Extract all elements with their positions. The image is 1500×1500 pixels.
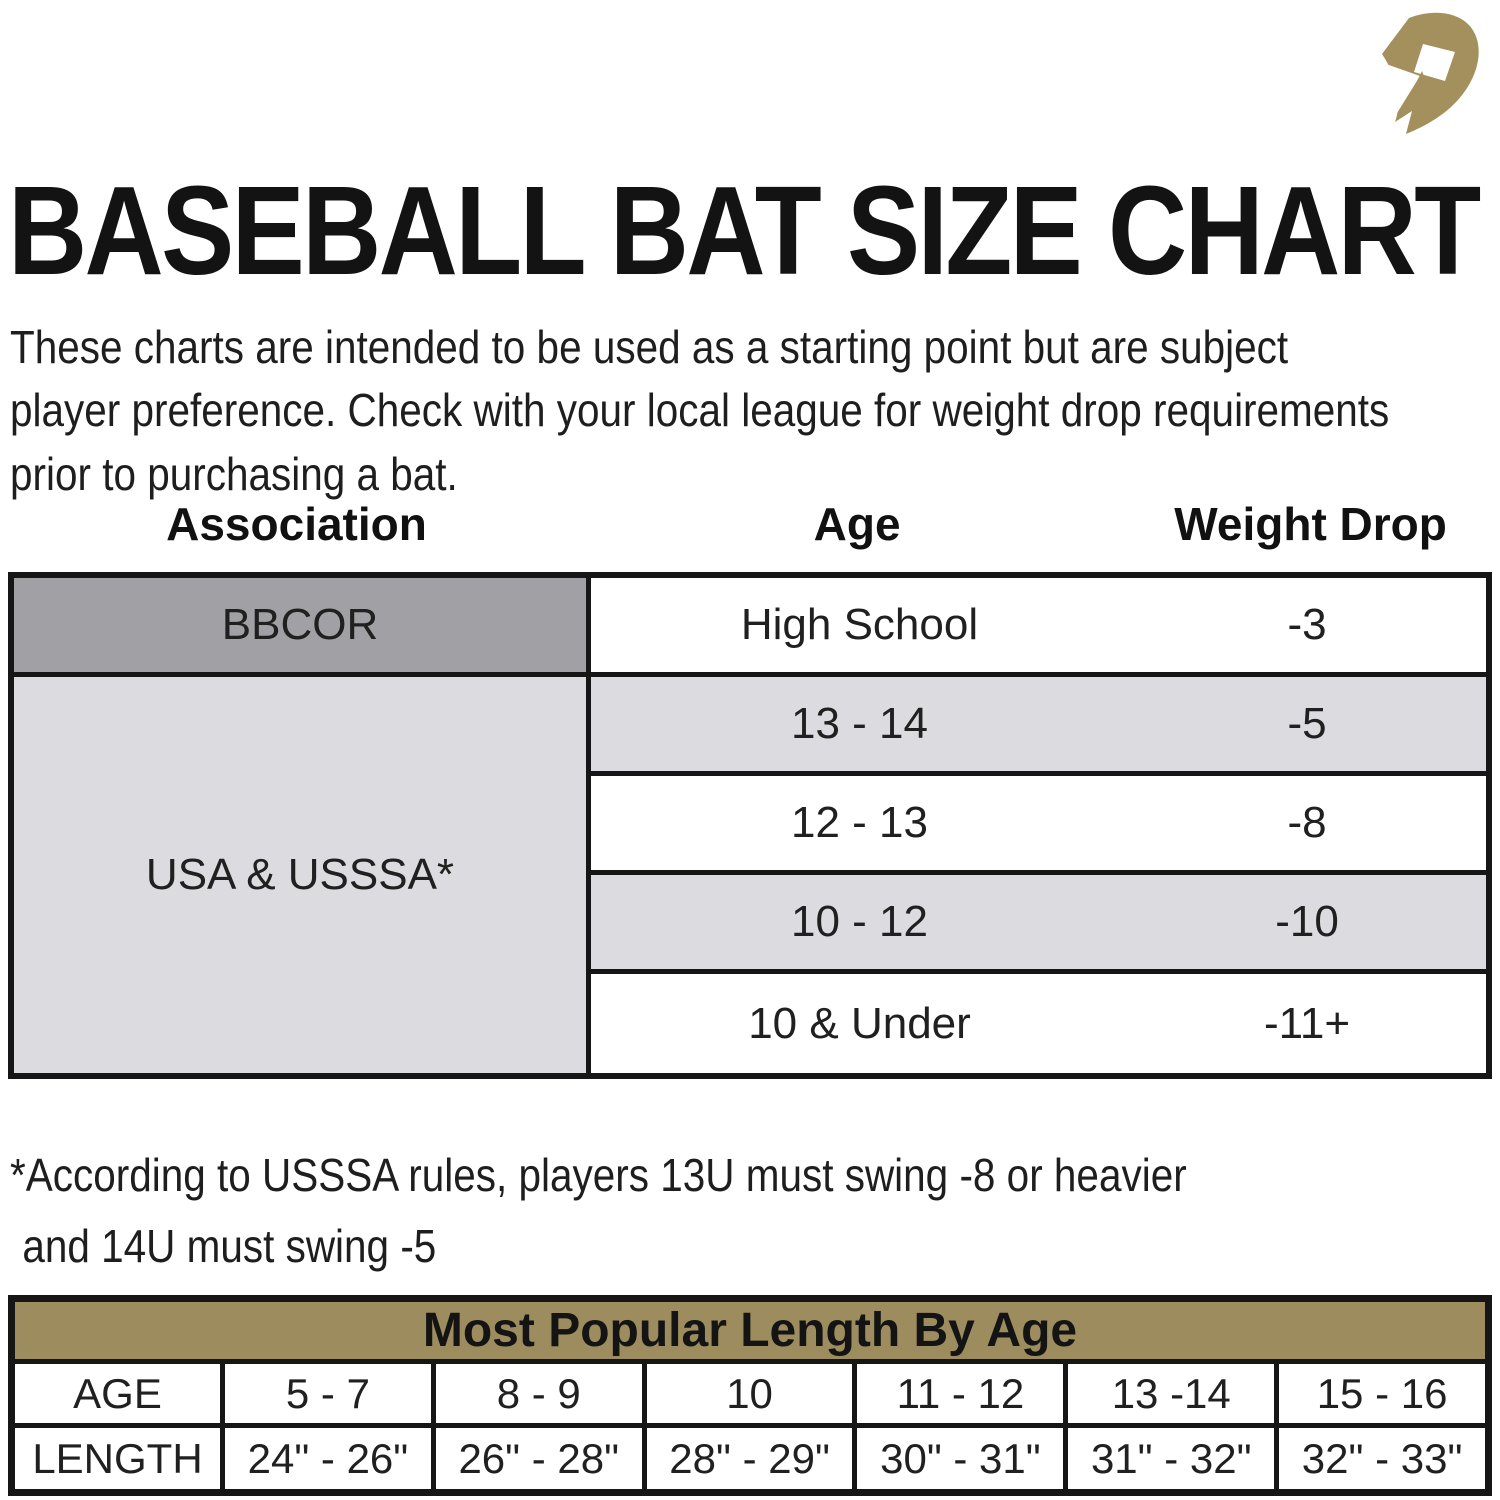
length-cell: 30" - 31" xyxy=(857,1428,1064,1489)
demarini-d-logo-icon xyxy=(1364,12,1488,136)
table-row: 10 - 12 -10 xyxy=(591,875,1486,974)
age-cell: 10 - 12 xyxy=(791,897,928,946)
age-cell: 8 - 9 xyxy=(435,1364,642,1423)
association-cell-usa-usssa: USA & USSSA* xyxy=(14,677,586,1073)
length-cell: 32" - 33" xyxy=(1279,1428,1485,1489)
age-cell: 13 - 14 xyxy=(791,699,928,748)
size-table-header-row: Association Age Weight Drop xyxy=(8,497,1492,551)
age-cell: High School xyxy=(740,600,979,649)
age-weight-drop-column: High School -3 13 - 14 -5 12 - 13 -8 10 … xyxy=(591,578,1486,1073)
page-title: BASEBALL BAT SIZE CHART xyxy=(8,160,1481,301)
column-header-age: Age xyxy=(813,498,901,550)
intro-line-2: player preference. Check with your local… xyxy=(10,384,1390,437)
column-header-weight-drop: Weight Drop xyxy=(1174,498,1447,550)
size-table-header-right-group: Age Weight Drop xyxy=(585,497,1492,551)
table-row: 13 - 14 -5 xyxy=(591,677,1486,776)
association-cell-bbcor: BBCOR xyxy=(14,578,586,677)
age-cell: 15 - 16 xyxy=(1279,1364,1485,1423)
table-row: 10 & Under -11+ xyxy=(591,974,1486,1073)
length-table-title: Most Popular Length By Age xyxy=(15,1302,1485,1359)
association-column: BBCOR USA & USSSA* xyxy=(14,578,591,1073)
age-cell: 13 -14 xyxy=(1068,1364,1275,1423)
column-header-association: Association xyxy=(166,498,427,550)
length-cell: 28" - 29" xyxy=(646,1428,853,1489)
length-cell: 24" - 26" xyxy=(225,1428,431,1489)
intro-line-3: prior to purchasing a bat. xyxy=(10,447,458,500)
usssa-footnote: *According to USSSA rules, players 13U m… xyxy=(10,1140,1187,1283)
table-row: 12 - 13 -8 xyxy=(591,776,1486,875)
age-cell: 12 - 13 xyxy=(791,798,928,847)
age-cell: 10 xyxy=(646,1364,853,1423)
footnote-line-1: *According to USSSA rules, players 13U m… xyxy=(10,1149,1187,1201)
length-row-label: LENGTH xyxy=(15,1428,220,1489)
size-table: BBCOR USA & USSSA* High School -3 13 - 1… xyxy=(8,572,1492,1079)
age-row-label: AGE xyxy=(15,1364,220,1423)
age-cell: 5 - 7 xyxy=(225,1364,431,1423)
intro-text: These charts are intended to be used as … xyxy=(10,316,1389,506)
length-table: Most Popular Length By Age AGE 5 - 7 8 -… xyxy=(8,1295,1492,1496)
weight-drop-cell: -11+ xyxy=(1263,998,1351,1048)
weight-drop-cell: -5 xyxy=(1287,699,1327,748)
age-cell: 11 - 12 xyxy=(857,1364,1064,1423)
age-cell: 10 & Under xyxy=(748,998,971,1048)
weight-drop-cell: -8 xyxy=(1287,798,1327,847)
table-row: High School -3 xyxy=(591,578,1486,677)
length-cell: 31" - 32" xyxy=(1068,1428,1275,1489)
footnote-line-2: and 14U must swing -5 xyxy=(22,1220,437,1273)
length-cell: 26" - 28" xyxy=(435,1428,642,1489)
weight-drop-cell: -10 xyxy=(1275,897,1339,946)
weight-drop-cell: -3 xyxy=(1287,600,1327,649)
intro-line-1: These charts are intended to be used as … xyxy=(10,321,1289,373)
